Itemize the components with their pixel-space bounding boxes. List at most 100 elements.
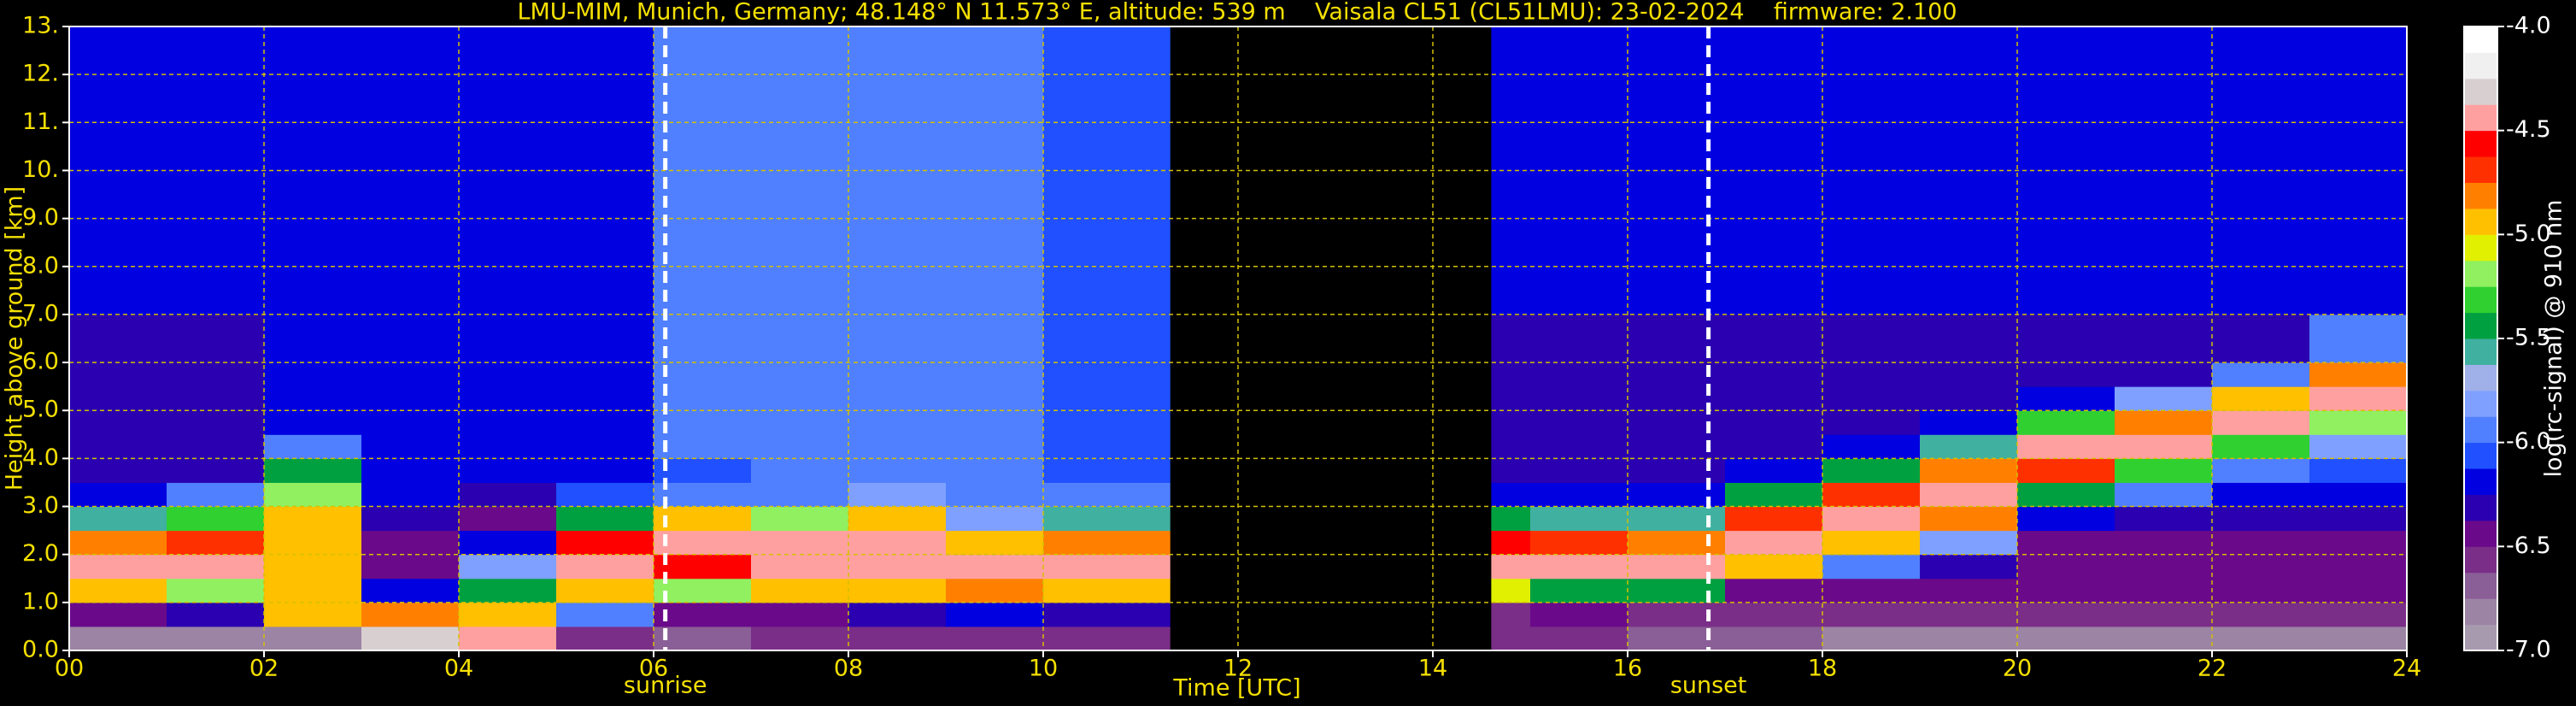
colorbar-segment [2464, 520, 2497, 547]
chart-title: LMU-MIM, Munich, Germany; 48.148° N 11.5… [517, 0, 1957, 26]
heatmap-cell [2017, 602, 2115, 627]
heatmap-cell [1491, 506, 1531, 532]
y-axis-label: Height above ground [km] [2, 186, 28, 491]
heatmap-cell [654, 314, 752, 363]
heatmap-cell [2309, 314, 2408, 363]
heatmap-cell [459, 506, 557, 532]
heatmap-cell [848, 410, 947, 435]
heatmap-cell [2212, 458, 2310, 483]
heatmap-cell [1822, 554, 1921, 580]
heatmap-cell [1920, 266, 2018, 315]
heatmap-cell [1530, 602, 1628, 627]
heatmap-cell [167, 482, 265, 508]
heatmap-cell [2309, 266, 2408, 315]
heatmap-cell [2212, 266, 2310, 315]
heatmap-cell [1141, 506, 1171, 532]
x-tick-label: 20 [2003, 656, 2032, 682]
heatmap-cell [1141, 26, 1171, 171]
heatmap-cell [848, 578, 947, 603]
heatmap-cell [459, 266, 557, 315]
heatmap-cell [69, 578, 167, 603]
heatmap-cell [361, 602, 460, 627]
heatmap-cell [2115, 410, 2213, 435]
heatmap-cell [848, 386, 947, 411]
colorbar-segment [2464, 234, 2497, 262]
heatmap-cell [1491, 314, 1531, 363]
heatmap-cell [556, 554, 654, 580]
colorbar-segment [2464, 312, 2497, 339]
heatmap-cell [2212, 410, 2310, 435]
heatmap-cell [751, 602, 849, 627]
colorbar-segment [2464, 130, 2497, 157]
heatmap-cell [1141, 362, 1171, 387]
heatmap-cell [946, 410, 1044, 435]
heatmap-cell [2017, 410, 2115, 435]
heatmap-cell [1920, 386, 2018, 411]
heatmap-cell [1920, 530, 2018, 556]
heatmap-cell [1920, 626, 2018, 651]
heatmap-cell [1725, 578, 1823, 603]
heatmap-cell [654, 434, 752, 459]
x-tick-label: 04 [444, 656, 473, 682]
y-tick-label: 1.0 [22, 588, 59, 615]
colorbar-segment [2464, 52, 2497, 79]
heatmap-cell [1141, 434, 1171, 459]
heatmap-cell [1491, 410, 1531, 435]
heatmap-cell [1628, 458, 1726, 483]
heatmap-cell [556, 434, 654, 459]
colorbar-segment [2464, 338, 2497, 365]
heatmap-cell [848, 602, 947, 627]
heatmap-cell [946, 602, 1044, 627]
heatmap-cell [264, 410, 362, 435]
y-tick-label: 2.0 [22, 540, 59, 567]
heatmap-cell [1920, 410, 2018, 435]
heatmap-cell [1043, 530, 1141, 556]
x-axis-label: Time [UTC] [1172, 675, 1300, 702]
heatmap-cell [1491, 386, 1531, 411]
heatmap-cell [1491, 626, 1531, 651]
heatmap-cell [2309, 626, 2408, 651]
heatmap-cell [1920, 506, 2018, 532]
colorbar-segment [2464, 260, 2497, 287]
x-tick-label: 00 [55, 656, 84, 682]
heatmap-cell [1822, 602, 1921, 627]
heatmap-cell [167, 314, 265, 363]
heatmap-cell [556, 506, 654, 532]
heatmap-cell [361, 530, 460, 556]
heatmap-cell [1043, 434, 1141, 459]
heatmap-cell [167, 602, 265, 627]
heatmap-cell [361, 362, 460, 387]
heatmap-cell [946, 386, 1044, 411]
heatmap-cell [2017, 554, 2115, 580]
heatmap-cell [1725, 458, 1823, 483]
heatmap-cell [1725, 602, 1823, 627]
heatmap-cell [69, 434, 167, 459]
heatmap-cell [69, 602, 167, 627]
heatmap-cell [459, 626, 557, 651]
colorbar-segment [2464, 468, 2497, 495]
heatmap-cell [361, 458, 460, 483]
heatmap-cell [751, 530, 849, 556]
heatmap-cell [2309, 26, 2408, 171]
colorbar-segment [2464, 286, 2497, 314]
heatmap-cell [654, 554, 752, 580]
heatmap-cell [69, 410, 167, 435]
heatmap-cell [167, 554, 265, 580]
heatmap-cell [1530, 626, 1628, 651]
colorbar-segment [2464, 78, 2497, 105]
x-tick-label: 18 [1808, 656, 1837, 682]
heatmap-cell [1822, 578, 1921, 603]
x-tick-label: 02 [249, 656, 279, 682]
heatmap-cell [1920, 362, 2018, 387]
heatmap-cell [1628, 26, 1726, 171]
heatmap-cell [751, 26, 849, 171]
heatmap-cell [459, 578, 557, 603]
heatmap-cell [1628, 530, 1726, 556]
colorbar-tick-label: -6.0 [2506, 428, 2551, 455]
heatmap-cell [1043, 578, 1141, 603]
heatmap-cell [1141, 578, 1171, 603]
heatmap-cell [264, 362, 362, 387]
heatmap-cell [1141, 626, 1171, 651]
heatmap-cell [1725, 434, 1823, 459]
